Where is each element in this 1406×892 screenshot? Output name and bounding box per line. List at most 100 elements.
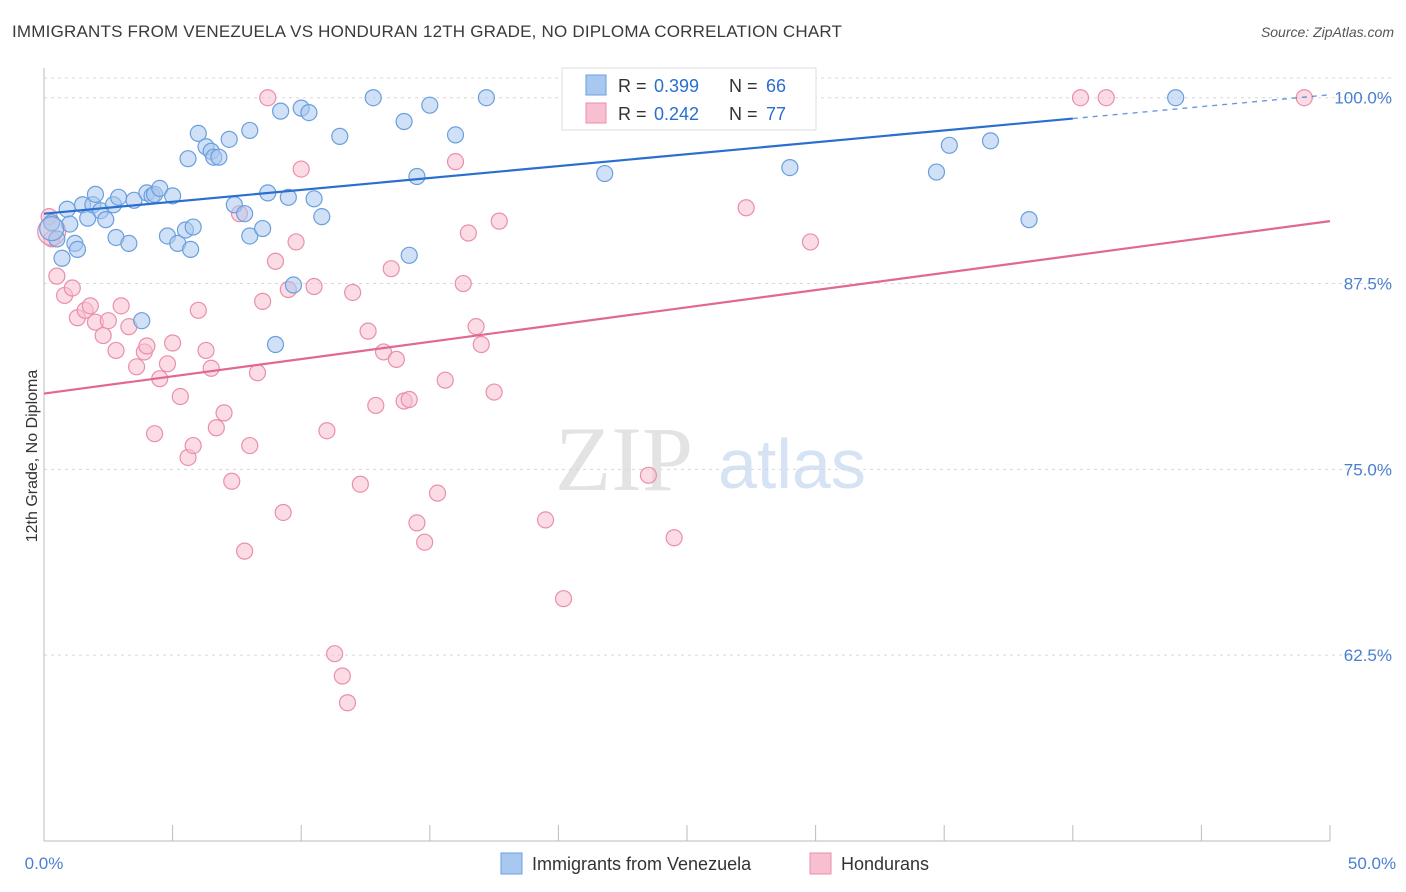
legend-label-hondurans: Hondurans <box>841 854 929 874</box>
point-venezuela <box>279 188 297 206</box>
point-hondurans <box>266 252 285 270</box>
point-venezuela <box>1020 211 1038 229</box>
point-hondurans <box>127 358 146 376</box>
y-axis-tick-labels: 62.5% 75.0% 87.5% 100.0% <box>1334 89 1392 665</box>
point-venezuela <box>313 208 331 226</box>
y-tick-label: 62.5% <box>1344 646 1392 665</box>
x-axis-ticks <box>43 825 1331 841</box>
point-venezuela <box>305 190 323 208</box>
point-hondurans <box>639 466 658 484</box>
point-venezuela <box>43 214 61 232</box>
point-hondurans <box>274 503 292 522</box>
point-venezuela <box>182 240 200 258</box>
point-hondurans <box>107 341 125 360</box>
point-hondurans <box>254 292 272 310</box>
point-hondurans <box>490 212 508 230</box>
point-hondurans <box>428 484 447 502</box>
point-hondurans <box>202 359 220 377</box>
point-venezuela <box>940 136 958 154</box>
point-venezuela <box>927 163 946 181</box>
point-venezuela <box>164 187 182 205</box>
point-hondurans <box>305 277 323 296</box>
point-hondurans <box>241 436 259 455</box>
point-hondurans <box>164 334 182 352</box>
point-hondurans <box>99 312 117 330</box>
point-venezuela <box>596 164 614 183</box>
point-hondurans <box>138 337 156 355</box>
point-hondurans <box>207 419 225 437</box>
legend-swatch-hondurans <box>809 852 832 875</box>
point-hondurans <box>197 341 215 360</box>
point-venezuela <box>241 121 259 140</box>
point-venezuela <box>109 188 128 206</box>
stats-swatch-venezuela <box>585 74 607 96</box>
point-hondurans <box>400 390 418 409</box>
x-tick-label-max: 50.0% <box>1348 854 1396 873</box>
point-venezuela <box>241 227 259 245</box>
point-venezuela <box>86 185 105 203</box>
point-venezuela <box>61 215 79 233</box>
point-venezuela <box>272 102 290 120</box>
point-hondurans <box>472 335 490 354</box>
point-venezuela-cluster <box>39 215 65 242</box>
point-venezuela <box>58 200 76 218</box>
point-hondurans <box>48 267 66 285</box>
point-hondurans <box>408 514 426 532</box>
point-hondurans <box>333 667 351 685</box>
point-hondurans <box>536 511 555 529</box>
point-hondurans <box>1097 89 1115 107</box>
point-venezuela <box>189 124 207 143</box>
stats-r-value-hondurans: 0.242 <box>654 104 699 124</box>
point-venezuela <box>400 246 418 264</box>
point-venezuela <box>266 335 285 354</box>
point-hondurans <box>94 326 112 345</box>
point-hondurans <box>259 89 277 107</box>
stats-r-value-venezuela: 0.399 <box>654 76 699 96</box>
point-hondurans <box>81 297 99 315</box>
watermark: ZIP atlas <box>555 408 866 510</box>
point-venezuela <box>53 249 71 267</box>
point-hondurans <box>287 233 305 251</box>
bottom-legend: Immigrants from Venezuela Hondurans <box>500 852 929 875</box>
point-hondurans <box>554 590 573 608</box>
point-hondurans <box>344 283 362 302</box>
point-venezuela <box>331 127 349 145</box>
stats-swatch-hondurans <box>585 102 607 124</box>
stats-n-value-venezuela: 66 <box>766 76 786 96</box>
chart-source: Source: ZipAtlas.com <box>1260 24 1394 40</box>
stats-n-value-hondurans: 77 <box>766 104 786 124</box>
point-venezuela <box>254 219 272 238</box>
chart-title: IMMIGRANTS FROM VENEZUELA VS HONDURAN 12… <box>12 22 843 41</box>
stats-legend: R = 0.399 N = 66 R = 0.242 N = 77 <box>561 67 817 131</box>
point-hondurans <box>367 396 385 415</box>
trend-line-venezuela-extension <box>1072 94 1331 120</box>
point-venezuela <box>395 112 413 131</box>
point-venezuela <box>408 167 426 186</box>
legend-swatch-venezuela <box>500 852 523 875</box>
x-tick-label-min: 0.0% <box>25 854 64 873</box>
point-hondurans <box>63 279 81 297</box>
point-hondurans <box>236 542 254 560</box>
trend-line-venezuela <box>43 117 1073 215</box>
point-venezuela <box>446 126 465 144</box>
watermark-atlas: atlas <box>718 425 866 503</box>
point-venezuela <box>981 132 1000 150</box>
point-hondurans <box>454 274 472 293</box>
trend-line-hondurans <box>43 220 1331 395</box>
series-hondurans-points <box>37 89 1313 712</box>
point-hondurans <box>215 404 233 422</box>
point-hondurans <box>459 224 477 242</box>
point-hondurans <box>467 318 485 336</box>
point-venezuela <box>133 312 151 330</box>
point-venezuela <box>1167 89 1185 107</box>
point-venezuela <box>210 148 228 166</box>
trend-lines <box>43 94 1331 395</box>
point-hondurans <box>1071 89 1090 107</box>
point-venezuela <box>284 276 303 294</box>
point-hondurans <box>382 260 400 278</box>
point-hondurans <box>665 529 683 547</box>
point-hondurans <box>318 422 336 440</box>
point-hondurans <box>158 355 177 373</box>
point-venezuela <box>220 130 238 148</box>
